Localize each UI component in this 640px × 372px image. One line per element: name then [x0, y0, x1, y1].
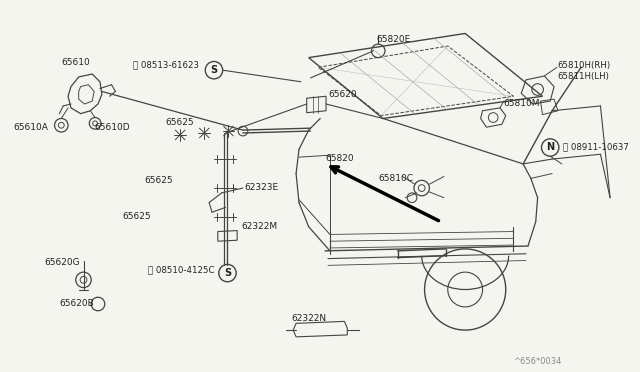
Text: 65811H(LH): 65811H(LH)	[557, 72, 609, 81]
Text: 65610A: 65610A	[13, 124, 48, 132]
Text: 65810M: 65810M	[504, 99, 540, 108]
Text: 65620G: 65620G	[45, 258, 81, 267]
Text: 65620B: 65620B	[60, 299, 94, 308]
Text: 65625: 65625	[145, 176, 173, 186]
Text: 65610D: 65610D	[94, 124, 130, 132]
Text: S: S	[224, 268, 231, 278]
Text: 65810H(RH): 65810H(RH)	[557, 61, 610, 70]
Text: 62323E: 62323E	[245, 183, 279, 192]
Text: N: N	[546, 142, 554, 153]
Text: 62322N: 62322N	[291, 314, 326, 323]
Text: 65820: 65820	[325, 154, 354, 163]
Text: Ⓜ 08510-4125C: Ⓜ 08510-4125C	[148, 265, 215, 275]
Text: 65820E: 65820E	[376, 35, 410, 44]
Text: 65625: 65625	[166, 119, 195, 128]
Text: 65620: 65620	[328, 90, 356, 99]
Text: ^656*0034: ^656*0034	[513, 357, 562, 366]
Text: Ⓝ 08911-10637: Ⓝ 08911-10637	[563, 142, 628, 152]
Circle shape	[238, 126, 248, 136]
Text: Ⓜ 08513-61623: Ⓜ 08513-61623	[132, 61, 199, 70]
Text: 62322M: 62322M	[241, 222, 277, 231]
Text: S: S	[211, 65, 218, 75]
Text: 65610: 65610	[61, 58, 90, 67]
Text: 65810C: 65810C	[378, 174, 413, 183]
Text: 65625: 65625	[122, 212, 151, 221]
